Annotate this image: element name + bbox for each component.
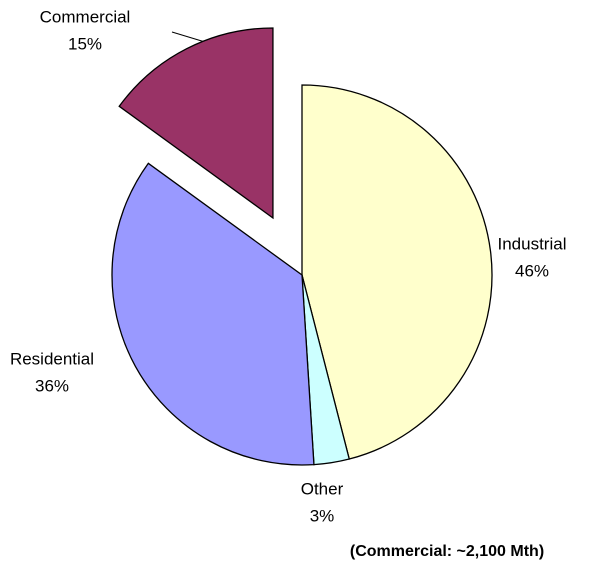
value-label: 36%	[35, 376, 69, 395]
slice-label: Commercial	[40, 7, 131, 26]
slice-label: Other	[301, 479, 344, 498]
annotation: (Commercial: ~2,100 Mth)	[350, 543, 544, 560]
slice-label: Industrial	[498, 234, 567, 253]
pie-slice	[301, 84, 493, 460]
slice-label: Residential	[10, 349, 94, 368]
value-label: 46%	[515, 261, 549, 280]
value-label: 3%	[310, 506, 335, 525]
pie-slice	[118, 27, 274, 220]
pie-slice	[111, 162, 315, 466]
leader-line	[171, 31, 206, 43]
value-label: 15%	[68, 34, 102, 53]
